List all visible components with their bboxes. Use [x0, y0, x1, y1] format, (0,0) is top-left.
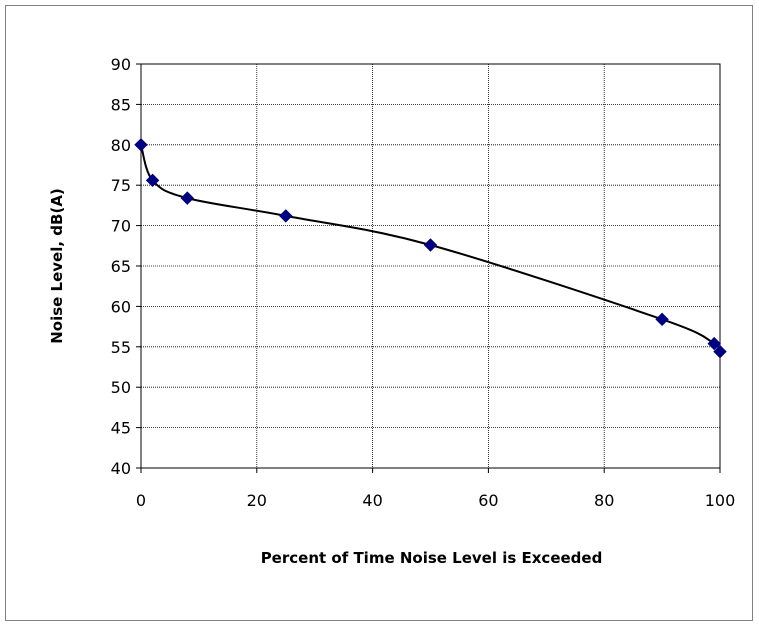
- x-tick-label: 40: [362, 491, 382, 510]
- data-point-marker: [134, 138, 148, 152]
- chart-area: [5, 5, 753, 621]
- x-tick-label: 80: [594, 491, 614, 510]
- y-tick-label: 40: [111, 459, 131, 478]
- y-tick-label: 55: [111, 338, 131, 357]
- x-axis-ticks: 0 20 40 60 80 100: [136, 468, 735, 510]
- data-point-marker: [713, 344, 727, 359]
- x-tick-label: 20: [247, 491, 267, 510]
- data-point-marker: [423, 238, 438, 252]
- y-axis-ticks: 40 45 50 55 60 65 70 75 80 85 90: [111, 55, 141, 478]
- y-tick-label: 50: [111, 378, 131, 397]
- y-axis-title: Noise Level, dB(A): [48, 188, 66, 344]
- series-line: [140, 144, 722, 353]
- y-tick-label: 75: [111, 176, 131, 195]
- x-tick-label: 100: [705, 491, 736, 510]
- data-point-marker: [655, 312, 669, 327]
- y-tick-label: 60: [111, 297, 131, 316]
- gridlines: [141, 64, 720, 468]
- y-tick-label: 45: [111, 419, 131, 438]
- y-tick-label: 85: [111, 95, 131, 114]
- data-point-marker: [145, 173, 160, 188]
- y-tick-label: 80: [111, 136, 131, 155]
- x-axis-title: Percent of Time Noise Level is Exceeded: [261, 549, 603, 567]
- series-markers: [134, 138, 727, 359]
- data-point-marker: [180, 191, 195, 205]
- y-tick-label: 70: [111, 217, 131, 236]
- x-tick-label: 60: [478, 491, 498, 510]
- data-point-marker: [707, 336, 721, 351]
- x-tick-label: 0: [136, 491, 146, 510]
- data-point-marker: [279, 209, 293, 223]
- y-tick-label: 90: [111, 55, 131, 74]
- y-tick-label: 65: [111, 257, 131, 276]
